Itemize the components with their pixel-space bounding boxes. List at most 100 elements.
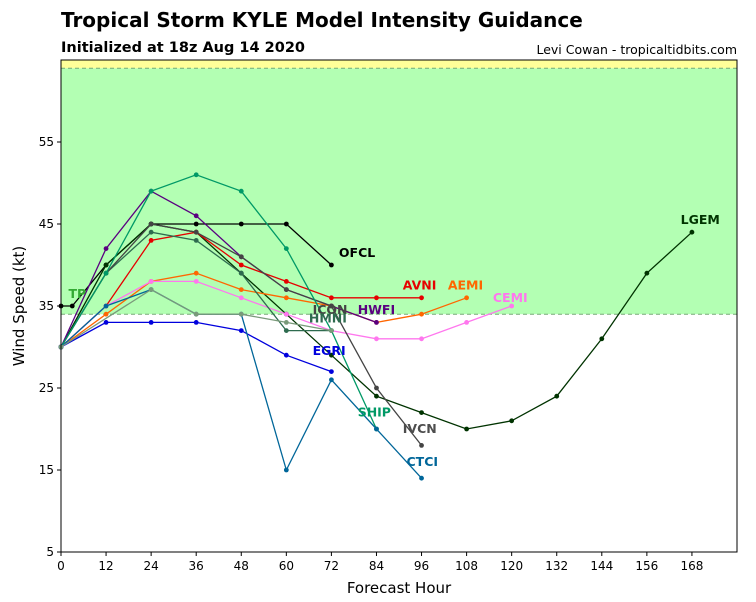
series-point-lgem <box>509 418 515 424</box>
series-point-hmni <box>193 238 199 243</box>
series-point-egri <box>103 320 109 325</box>
series-point-egri <box>283 352 289 358</box>
y-tick-label: 35 <box>39 299 54 313</box>
series-point-avni <box>329 295 334 301</box>
threshold-lines <box>61 67 737 315</box>
series-point-cemi <box>509 303 515 309</box>
series-point-ofcl <box>238 221 244 227</box>
series-point-ofcl <box>193 221 199 227</box>
series-point-hmni <box>283 328 289 333</box>
series-point-avni <box>419 295 424 301</box>
chart-subtitle: Initialized at 18z Aug 14 2020 <box>61 40 306 56</box>
series-line-unlabeled-13 <box>60 288 332 348</box>
series-line-ofcl <box>61 223 332 307</box>
series-point-aemi <box>419 311 424 317</box>
x-tick-label: 72 <box>324 559 339 573</box>
y-tick-label: 45 <box>39 217 54 231</box>
series-point-egri <box>329 369 334 374</box>
series-point-ship <box>193 172 199 178</box>
y-tick-label: 25 <box>39 381 54 395</box>
series-point-lgem <box>554 393 560 399</box>
x-tick-label: 144 <box>590 559 613 573</box>
series-label-ofcl: OFCL <box>339 245 375 260</box>
series-line-ship <box>60 174 378 430</box>
series-point-lgem <box>644 270 650 276</box>
intensity-band-0 <box>61 68 737 315</box>
series-point-icon <box>374 385 379 391</box>
series-label-egri: EGRI <box>313 343 346 358</box>
series-point-aemi <box>103 311 109 317</box>
series-point-ctci <box>374 426 379 432</box>
series-point-cemi <box>374 336 379 342</box>
chart-credit: Levi Cowan - tropicaltidbits.com <box>536 42 737 57</box>
series-point-avni <box>374 295 379 301</box>
series-line-ctci <box>60 288 423 479</box>
y-tick-label: 5 <box>46 545 54 559</box>
x-tick-label: 48 <box>234 559 249 573</box>
series-point-aemi <box>238 287 244 292</box>
series-line-egri <box>60 321 332 373</box>
series-point-unlabeled-13 <box>329 328 334 333</box>
y-tick-label: 15 <box>39 463 54 477</box>
series-point-ship <box>148 188 154 194</box>
series-point-unlabeled-13 <box>238 311 244 317</box>
series-point-lgem <box>419 410 424 415</box>
model-series <box>58 172 695 481</box>
series-point-icon <box>148 221 154 227</box>
series-point-hwfi <box>374 320 379 325</box>
intensity-bands <box>61 60 737 315</box>
x-tick-label: 120 <box>500 559 523 573</box>
series-point-aemi <box>193 270 199 276</box>
series-point-cemi <box>464 320 469 325</box>
x-axis-ticks: 0 12 24 36 48 60 72 84 96 108 120 132 144 156 168 <box>57 552 703 573</box>
series-point-egri <box>238 328 244 333</box>
intensity-band-1 <box>61 60 737 69</box>
x-tick-label: 108 <box>455 559 478 573</box>
y-axis-title: Wind Speed (kt) <box>10 246 28 367</box>
series-point-hmni <box>148 229 154 235</box>
series-point-ctci <box>283 467 289 473</box>
series-point-ctci <box>329 377 334 383</box>
series-point-unlabeled-13 <box>283 320 289 325</box>
series-point-hmni <box>238 270 244 276</box>
series-point-unlabeled-13 <box>148 287 154 292</box>
series-point-avni <box>238 262 244 268</box>
series-point-ship <box>283 246 289 252</box>
series-point-icon <box>238 254 244 260</box>
series-point-aemi <box>283 295 289 301</box>
series-point-ctci <box>419 475 424 481</box>
series-point-egri <box>193 320 199 325</box>
series-point-cemi <box>283 311 289 317</box>
series-point-lgem <box>103 262 109 268</box>
x-tick-label: 84 <box>369 559 384 573</box>
series-point-ofcl <box>283 221 289 227</box>
series-point-unlabeled-13 <box>193 311 199 317</box>
y-tick-label: 55 <box>39 135 54 149</box>
series-point-ship <box>103 270 109 276</box>
series-label-ctci: CTCI <box>407 454 439 469</box>
x-tick-label: 0 <box>57 559 65 573</box>
series-point-aemi <box>464 295 469 301</box>
series-label-tp: TP <box>69 286 87 301</box>
series-point-ofcl <box>329 262 334 268</box>
series-point-lgem <box>374 393 379 399</box>
series-point-icon <box>329 303 334 309</box>
series-point-icon <box>193 229 199 235</box>
x-axis-title: Forecast Hour <box>347 579 452 597</box>
x-tick-label: 96 <box>414 559 429 573</box>
series-label-aemi: AEMI <box>448 278 483 293</box>
series-point-icon <box>283 287 289 292</box>
series-point-cemi <box>193 279 199 284</box>
x-tick-label: 132 <box>545 559 568 573</box>
x-tick-label: 24 <box>143 559 158 573</box>
series-point-cemi <box>419 336 424 342</box>
x-tick-label: 168 <box>680 559 703 573</box>
series-point-hwfi <box>193 213 199 219</box>
series-point-lgem <box>464 426 469 432</box>
series-point-icon <box>419 443 424 448</box>
series-label-hwfi: HWFI <box>358 302 395 317</box>
series-point-cemi <box>148 279 154 284</box>
series-label-icon: ICON <box>313 302 348 317</box>
